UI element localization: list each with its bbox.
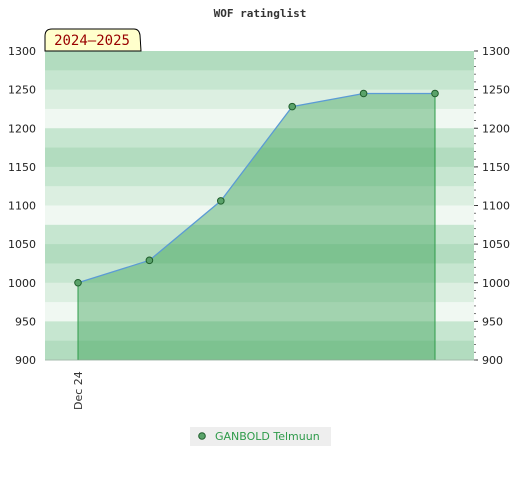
grid-band	[45, 302, 474, 322]
y-tick-label-right: 1200	[482, 122, 510, 135]
legend[interactable]: GANBOLD Telmuun	[190, 427, 331, 446]
data-point[interactable]	[217, 197, 225, 205]
grid-band	[45, 51, 474, 71]
grid-band	[45, 166, 474, 187]
data-point[interactable]	[74, 278, 82, 287]
y-tick-label-left: 1250	[8, 84, 36, 97]
grid-band	[45, 128, 474, 149]
y-tick-label-left: 1100	[8, 200, 36, 213]
y-tick-label-left: 1000	[8, 277, 36, 290]
y-axis-right: 900 950 1000 1050 1100 1150 1200 1250 1300	[474, 45, 510, 367]
data-point[interactable]	[288, 102, 297, 111]
y-tick-label-right: 950	[482, 315, 503, 328]
grid-band	[45, 340, 474, 361]
data-point[interactable]	[359, 89, 368, 98]
y-tick-label-left: 1150	[8, 161, 36, 174]
x-axis: Dec 24	[45, 359, 474, 410]
grid-band	[45, 70, 474, 91]
legend-marker	[198, 432, 206, 440]
grid-band	[45, 147, 474, 168]
x-tick-label: Dec 24	[72, 371, 85, 410]
y-tick-label-right: 1050	[482, 238, 510, 251]
grid-band	[45, 321, 474, 342]
grid-band	[45, 263, 474, 284]
grid-band	[45, 205, 474, 226]
y-tick-label-left: 1300	[8, 45, 36, 58]
grid-band	[45, 224, 474, 245]
grid-band	[45, 186, 474, 206]
data-point[interactable]	[431, 89, 439, 98]
season-label: 2024–2025	[54, 33, 130, 49]
plot-background	[45, 51, 474, 361]
y-tick-label-right: 1150	[482, 161, 510, 174]
legend-entry-label: GANBOLD Telmuun	[215, 430, 320, 443]
series-fill	[78, 93, 435, 361]
series-line	[77, 92, 435, 284]
series-area	[74, 89, 439, 361]
data-point[interactable]	[145, 256, 154, 265]
y-tick-label-right: 1100	[482, 200, 510, 213]
y-axis-left: 900 950 1000 1050 1100 1150 1200 1250 1300	[8, 45, 36, 367]
season-badge: 2024–2025	[44, 28, 142, 52]
grid-band	[45, 282, 474, 303]
y-tick-label-left: 900	[15, 354, 36, 367]
y-tick-label-left: 1200	[8, 122, 36, 135]
y-tick-label-right: 1250	[482, 84, 510, 97]
y-tick-label-left: 950	[15, 315, 36, 328]
y-tick-label-right: 900	[482, 354, 503, 367]
grid-band	[45, 108, 474, 129]
y-tick-label-right: 1300	[482, 45, 510, 58]
y-tick-label-left: 1050	[8, 238, 36, 251]
y-tick-label-right: 1000	[482, 277, 510, 290]
chart-title: WOF ratinglist	[214, 7, 307, 20]
